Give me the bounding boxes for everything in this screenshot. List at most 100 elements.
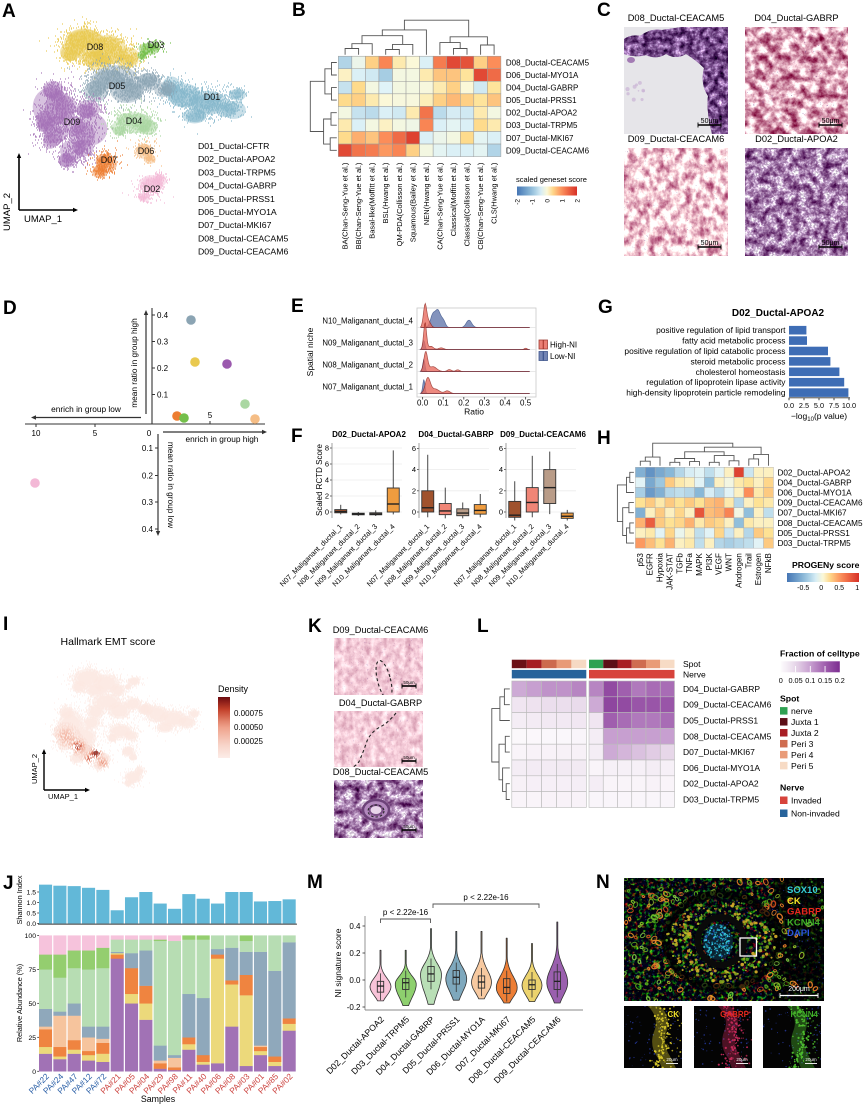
svg-text:D02_Ductal-APOA2: D02_Ductal-APOA2 bbox=[506, 109, 578, 118]
svg-text:D09_Ductal-CEACAM6: D09_Ductal-CEACAM6 bbox=[683, 700, 772, 710]
svg-text:regulation of lipoprotein lipa: regulation of lipoprotein lipase activit… bbox=[646, 377, 786, 387]
svg-text:TNFa: TNFa bbox=[685, 553, 694, 574]
svg-text:50μm: 50μm bbox=[822, 240, 840, 247]
svg-text:mean ratio in group low: mean ratio in group low bbox=[166, 442, 176, 529]
svg-text:50: 50 bbox=[28, 1001, 36, 1008]
svg-text:1: 1 bbox=[855, 585, 859, 592]
svg-text:0.3: 0.3 bbox=[157, 338, 169, 347]
svg-text:Juxta 1: Juxta 1 bbox=[791, 717, 819, 727]
svg-text:CB(Chan-Seng-Yue et al.): CB(Chan-Seng-Yue et al.) bbox=[476, 162, 485, 250]
svg-text:UMAP_2: UMAP_2 bbox=[2, 193, 13, 231]
svg-text:I: I bbox=[3, 614, 8, 635]
svg-text:50μm: 50μm bbox=[403, 755, 415, 760]
svg-text:5: 5 bbox=[93, 429, 98, 438]
svg-text:D09_Ductal-CEACAM6: D09_Ductal-CEACAM6 bbox=[500, 430, 586, 439]
svg-text:N08_Maliganant_ductal_2: N08_Maliganant_ductal_2 bbox=[322, 361, 413, 370]
svg-text:10: 10 bbox=[32, 429, 41, 438]
svg-text:D04_Ductal-GABRP: D04_Ductal-GABRP bbox=[418, 430, 494, 439]
svg-text:0: 0 bbox=[779, 676, 783, 685]
svg-text:UMAP_1: UMAP_1 bbox=[48, 792, 78, 801]
svg-text:p < 2.22e-16: p < 2.22e-16 bbox=[463, 893, 509, 902]
svg-text:Shannon Index: Shannon Index bbox=[15, 875, 24, 924]
svg-text:10.0: 10.0 bbox=[842, 401, 856, 410]
svg-text:Peri 3: Peri 3 bbox=[791, 739, 814, 749]
svg-text:Androgen: Androgen bbox=[734, 553, 743, 588]
svg-text:0.05: 0.05 bbox=[788, 676, 802, 685]
svg-text:0.0: 0.0 bbox=[417, 399, 429, 408]
svg-text:DAPI: DAPI bbox=[787, 928, 810, 939]
svg-text:D05_Ductal-PRSS1: D05_Ductal-PRSS1 bbox=[683, 716, 758, 726]
svg-text:Estrogen: Estrogen bbox=[754, 553, 763, 585]
svg-text:M: M bbox=[307, 872, 323, 893]
svg-text:0.2: 0.2 bbox=[835, 676, 845, 685]
svg-text:A: A bbox=[2, 1, 16, 22]
svg-text:KCNN4: KCNN4 bbox=[787, 917, 820, 928]
svg-text:6: 6 bbox=[499, 444, 503, 453]
svg-text:D09_Ductal-CEACAM6: D09_Ductal-CEACAM6 bbox=[198, 247, 288, 257]
svg-text:CK: CK bbox=[787, 896, 801, 907]
svg-text:N07_Maliganant_ductal_1: N07_Maliganant_ductal_1 bbox=[322, 383, 413, 392]
svg-text:WNT: WNT bbox=[725, 553, 734, 571]
svg-text:D02_Ductal-APOA2: D02_Ductal-APOA2 bbox=[683, 779, 759, 789]
svg-text:D02_Ductal-APOA2: D02_Ductal-APOA2 bbox=[755, 134, 838, 144]
svg-text:0: 0 bbox=[147, 429, 152, 438]
svg-text:50μm: 50μm bbox=[403, 680, 415, 685]
svg-text:Spot: Spot bbox=[780, 694, 799, 704]
svg-text:D03_Ductal-TRPM5: D03_Ductal-TRPM5 bbox=[198, 167, 276, 177]
svg-text:Peri 5: Peri 5 bbox=[791, 761, 814, 771]
svg-text:D07_Ductal-MKI67: D07_Ductal-MKI67 bbox=[198, 220, 272, 230]
svg-text:0.15: 0.15 bbox=[818, 676, 832, 685]
svg-text:D03_Ductal-TRPM5: D03_Ductal-TRPM5 bbox=[777, 539, 851, 548]
svg-text:Non-invaded: Non-invaded bbox=[791, 809, 840, 819]
svg-text:fatty acid metabolic process: fatty acid metabolic process bbox=[682, 336, 785, 346]
svg-text:4: 4 bbox=[325, 476, 329, 485]
svg-text:G: G bbox=[598, 297, 613, 318]
svg-text:D02: D02 bbox=[144, 184, 161, 194]
svg-text:0.3: 0.3 bbox=[479, 399, 491, 408]
svg-text:E: E bbox=[291, 296, 304, 317]
svg-text:Basal-like(Moffitt et al.): Basal-like(Moffitt et al.) bbox=[368, 162, 377, 239]
svg-text:Classical(Collisson et al.): Classical(Collisson et al.) bbox=[463, 162, 472, 246]
svg-text:0.2: 0.2 bbox=[458, 399, 470, 408]
svg-text:High-NI: High-NI bbox=[550, 341, 577, 350]
svg-text:UMAP_2: UMAP_2 bbox=[30, 754, 39, 784]
svg-text:Ratio: Ratio bbox=[464, 407, 484, 417]
svg-text:BA(Chan-Seng-Yue et al.): BA(Chan-Seng-Yue et al.) bbox=[341, 162, 350, 249]
svg-text:B: B bbox=[292, 0, 306, 21]
svg-text:D01: D01 bbox=[204, 92, 221, 102]
svg-text:EGFR: EGFR bbox=[646, 553, 655, 575]
svg-text:0.4: 0.4 bbox=[499, 399, 511, 408]
svg-text:0.5: 0.5 bbox=[27, 911, 37, 918]
svg-text:0.1: 0.1 bbox=[438, 399, 450, 408]
svg-text:Density: Density bbox=[218, 684, 249, 694]
svg-text:D09_Ductal-CEACAM6: D09_Ductal-CEACAM6 bbox=[777, 499, 863, 508]
svg-text:0.1: 0.1 bbox=[142, 444, 154, 453]
svg-text:TGFb: TGFb bbox=[675, 553, 684, 574]
svg-text:scaled geneset score: scaled geneset score bbox=[516, 175, 587, 184]
svg-text:0.4: 0.4 bbox=[157, 311, 169, 320]
svg-text:p53: p53 bbox=[636, 553, 645, 567]
svg-text:2: 2 bbox=[325, 492, 329, 501]
svg-text:mean ratio in group high: mean ratio in group high bbox=[129, 318, 139, 408]
svg-text:0.2: 0.2 bbox=[157, 364, 169, 373]
svg-text:Scaled RCTD Score: Scaled RCTD Score bbox=[315, 443, 324, 516]
svg-text:JAK-STAT: JAK-STAT bbox=[665, 553, 674, 590]
svg-text:2: 2 bbox=[575, 199, 582, 203]
svg-text:6: 6 bbox=[412, 444, 416, 453]
svg-text:2: 2 bbox=[499, 486, 503, 495]
svg-text:Classical(Moffitt et al.): Classical(Moffitt et al.) bbox=[449, 162, 458, 236]
svg-text:CLS(Hwang et al.): CLS(Hwang et al.) bbox=[490, 162, 499, 224]
svg-text:D06_Ductal-MYO1A: D06_Ductal-MYO1A bbox=[198, 207, 277, 217]
svg-text:PI3K: PI3K bbox=[705, 552, 714, 570]
svg-text:1.5: 1.5 bbox=[27, 890, 37, 897]
svg-text:D05_Ductal-PRSS1: D05_Ductal-PRSS1 bbox=[506, 96, 577, 105]
svg-text:D07: D07 bbox=[101, 155, 118, 165]
svg-text:2: 2 bbox=[412, 486, 416, 495]
svg-text:D08_Ductal-CEACAM5: D08_Ductal-CEACAM5 bbox=[628, 13, 725, 23]
svg-text:p < 2.22e-16: p < 2.22e-16 bbox=[383, 908, 429, 917]
svg-text:Hallmark EMT score: Hallmark EMT score bbox=[61, 636, 156, 648]
svg-text:D04_Ductal-GABRP: D04_Ductal-GABRP bbox=[683, 684, 760, 694]
svg-text:0: 0 bbox=[819, 585, 823, 592]
svg-text:H: H bbox=[597, 428, 611, 449]
svg-text:Peri 4: Peri 4 bbox=[791, 750, 814, 760]
